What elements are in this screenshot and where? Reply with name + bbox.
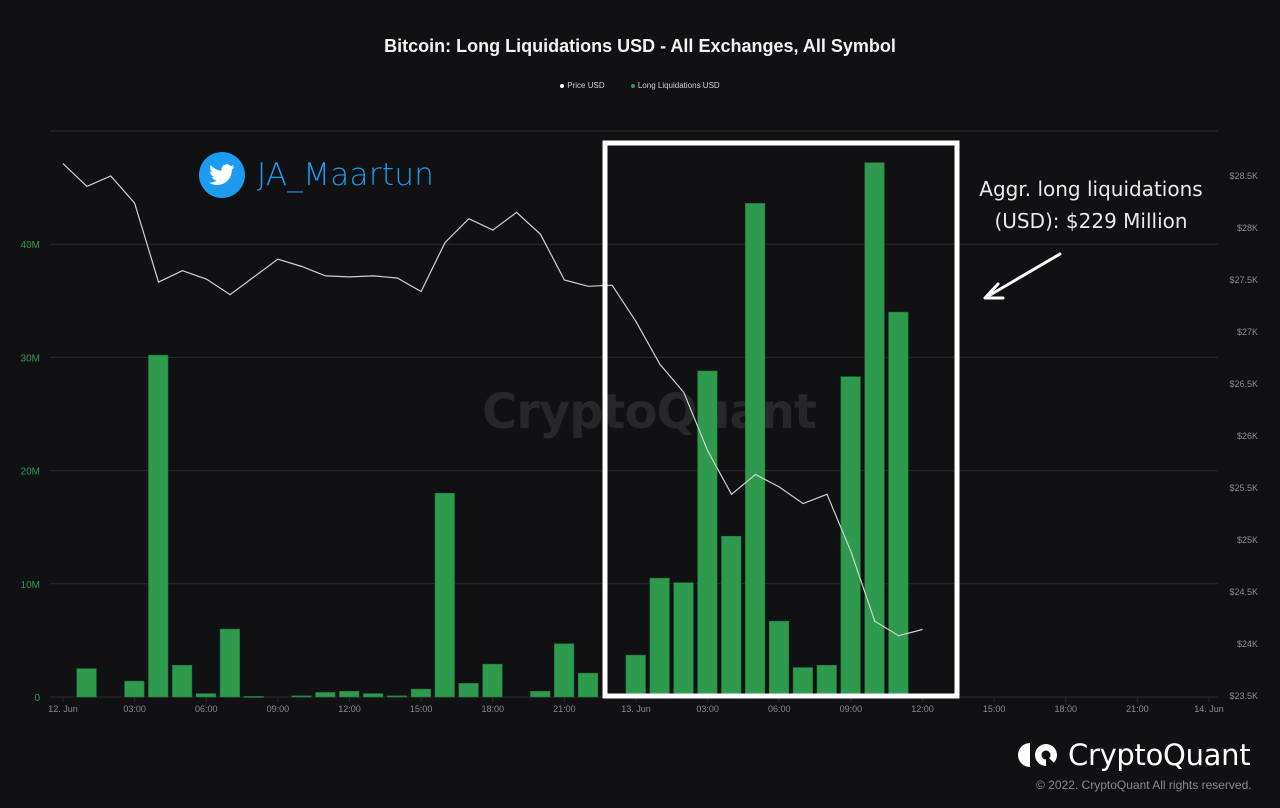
left-axis-label: 20M	[21, 467, 40, 478]
liquidations-dot-icon	[630, 83, 635, 88]
liquidation-bar[interactable]	[577, 672, 599, 698]
x-axis-label: 06:00	[768, 704, 791, 714]
right-axis-label: $27.5K	[1229, 275, 1258, 285]
legend-label: Long Liquidations USD	[637, 81, 720, 90]
liquidation-bar[interactable]	[530, 691, 551, 698]
liquidation-bar[interactable]	[768, 620, 790, 698]
liquidation-bar[interactable]	[792, 667, 813, 698]
liquidation-bar[interactable]	[434, 492, 455, 698]
liquidation-bar[interactable]	[721, 535, 742, 698]
liquidation-bar[interactable]	[745, 203, 766, 698]
liquidation-bar[interactable]	[625, 654, 646, 698]
price-dot-icon	[560, 83, 565, 88]
right-axis-label: $26K	[1237, 431, 1258, 441]
liquidation-bar[interactable]	[840, 376, 861, 698]
liquidation-bar[interactable]	[339, 691, 360, 698]
left-axis-label: 0	[34, 693, 40, 704]
copyright: © 2022. CryptoQuant All rights reserved.	[1036, 778, 1252, 792]
x-axis-label: 06:00	[195, 704, 218, 714]
liquidation-bar[interactable]	[482, 663, 503, 698]
x-axis-label: 14. Jun	[1194, 704, 1224, 714]
x-axis-label: 18:00	[1054, 704, 1077, 714]
liquidation-bar[interactable]	[697, 370, 718, 698]
chart-legend: Price USD Long Liquidations USD	[0, 81, 1280, 90]
liquidation-bar[interactable]	[243, 696, 264, 698]
legend-item-price[interactable]: Price USD	[560, 81, 605, 90]
liquidation-bar[interactable]	[888, 311, 909, 698]
x-axis-label: 12:00	[911, 704, 934, 714]
x-axis-label: 12. Jun	[48, 704, 78, 714]
left-axis-label: 30M	[21, 353, 40, 364]
liquidation-bar[interactable]	[458, 683, 479, 698]
liquidation-bar[interactable]	[148, 354, 169, 698]
twitter-handle: JA_Maartun	[257, 157, 435, 193]
brand-logo: CryptoQuant	[1018, 738, 1251, 772]
x-axis-label: 15:00	[983, 704, 1006, 714]
x-axis-label: 18:00	[481, 704, 504, 714]
x-axis-label: 12:00	[338, 704, 361, 714]
liquidation-bar[interactable]	[76, 668, 97, 698]
right-axis-label: $28K	[1237, 223, 1258, 233]
legend-item-liquidations[interactable]: Long Liquidations USD	[630, 81, 720, 90]
highlight-box	[602, 140, 960, 699]
right-axis-label: $27K	[1237, 327, 1258, 337]
right-axis-label: $24K	[1237, 639, 1258, 649]
right-axis-label: $24.5K	[1229, 587, 1258, 597]
liquidation-bar[interactable]	[363, 693, 384, 698]
liquidation-bar[interactable]	[816, 665, 837, 698]
left-axis-label: 40M	[21, 240, 40, 251]
liquidation-bar[interactable]	[386, 695, 408, 698]
legend-label: Price USD	[567, 81, 605, 90]
left-axis-label: 10M	[21, 580, 40, 591]
x-axis-label: 15:00	[410, 704, 433, 714]
arrow-head-icon	[983, 282, 1005, 300]
right-axis-label: $25.5K	[1229, 483, 1258, 493]
right-axis-label: $25K	[1237, 535, 1258, 545]
price-line[interactable]	[62, 163, 923, 637]
liquidation-bar[interactable]	[195, 693, 217, 698]
x-axis-label: 09:00	[267, 704, 290, 714]
annotation-line-2: (USD): $229 Million	[994, 209, 1188, 233]
liquidation-bar[interactable]	[554, 643, 575, 698]
arrow-icon	[988, 252, 1062, 297]
liquidation-bar[interactable]	[649, 577, 670, 698]
x-axis-label: 21:00	[1126, 704, 1149, 714]
liquidation-bar[interactable]	[219, 628, 240, 698]
twitter-bird-icon	[199, 152, 245, 198]
right-axis-label: $23.5K	[1229, 691, 1258, 701]
brand-name: CryptoQuant	[1068, 738, 1251, 772]
liquidation-bar[interactable]	[315, 692, 336, 698]
x-axis-label: 21:00	[553, 704, 576, 714]
chart-title: Bitcoin: Long Liquidations USD - All Exc…	[384, 36, 896, 56]
liquidation-bar[interactable]	[124, 680, 145, 698]
x-axis-label: 09:00	[840, 704, 863, 714]
right-axis-label: $26.5K	[1229, 379, 1258, 389]
right-axis-label: $28.5K	[1229, 171, 1258, 181]
cryptoquant-logo-icon	[1018, 743, 1058, 767]
x-axis-label: 03:00	[696, 704, 719, 714]
x-axis-label: 03:00	[123, 704, 146, 714]
x-axis-label: 13. Jun	[621, 704, 651, 714]
liquidation-bar[interactable]	[410, 688, 431, 698]
liquidation-bar[interactable]	[673, 582, 694, 698]
aggregate-annotation: Aggr. long liquidations (USD): $229 Mill…	[960, 173, 1222, 237]
liquidation-bar[interactable]	[864, 162, 885, 698]
annotation-line-1: Aggr. long liquidations	[979, 177, 1203, 201]
liquidation-bar[interactable]	[172, 665, 193, 698]
twitter-credit: JA_Maartun	[199, 152, 434, 198]
liquidation-bar[interactable]	[291, 695, 312, 698]
